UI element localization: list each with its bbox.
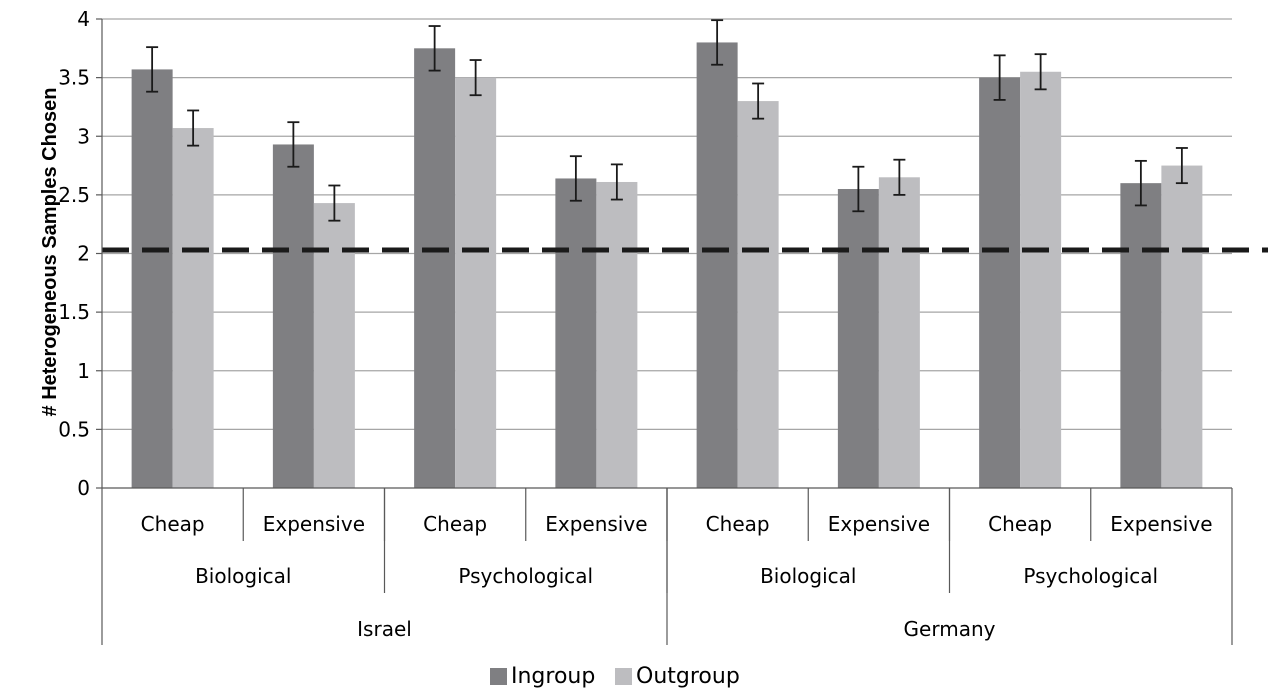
x-category-label: Israel [357,617,412,641]
bar-ingroup [1120,183,1162,488]
bar-outgroup [313,203,355,488]
bar-outgroup [737,101,779,488]
x-category-label: Cheap [706,512,770,536]
bar-outgroup [172,128,214,489]
bar-ingroup [272,144,314,488]
bars [131,42,1203,489]
legend-swatch-outgroup [615,668,632,685]
x-category-label: Biological [760,564,856,588]
y-axis-title: # Heterogeneous Samples Chosen [39,88,61,417]
x-category-label: Expensive [263,512,365,536]
y-tick-labels: 0 0.5 1 1.5 2 2.5 3 3.5 4 [58,7,90,500]
bar-outgroup [596,181,638,489]
x-category-label: Expensive [545,512,647,536]
legend-swatch-ingroup [490,668,507,685]
x-category-label: Cheap [423,512,487,536]
y-tick-label: 3 [77,124,90,148]
x-category-label: Psychological [458,564,593,588]
x-category-label: Cheap [988,512,1052,536]
x-category-labels: Cheap Expensive Cheap Expensive Cheap Expensi… [101,488,1233,645]
y-tick-label: 2.5 [58,183,90,207]
y-tick-label: 0 [77,476,90,500]
bar-ingroup [131,69,173,488]
x-category-label: Germany [904,617,996,641]
x-category-label: Expensive [828,512,930,536]
y-tick-label: 1.5 [58,300,90,324]
bar-ingroup [979,77,1021,488]
bar-outgroup [1161,165,1203,488]
legend-label-outgroup: Outgroup [636,664,740,689]
gridlines [102,18,1232,430]
legend-label-ingroup: Ingroup [511,664,595,689]
y-tick-label: 0.5 [58,417,90,441]
legend: Ingroup Outgroup [490,664,740,689]
y-tick-label: 3.5 [58,66,90,90]
y-tick-label: 4 [77,7,90,31]
bar-ingroup [837,189,879,488]
y-tick-label: 2 [77,242,90,266]
error-bars [146,19,1188,222]
bar-ingroup [696,42,738,488]
bar-ingroup [414,48,456,488]
x-category-label: Psychological [1023,564,1158,588]
bar-outgroup [878,177,920,488]
y-tick-label: 1 [77,359,90,383]
bar-outgroup [1020,71,1062,488]
x-category-label: Cheap [141,512,205,536]
bar-ingroup [555,178,597,488]
bar-outgroup [455,77,497,488]
x-category-label: Biological [195,564,291,588]
x-category-label: Expensive [1110,512,1212,536]
